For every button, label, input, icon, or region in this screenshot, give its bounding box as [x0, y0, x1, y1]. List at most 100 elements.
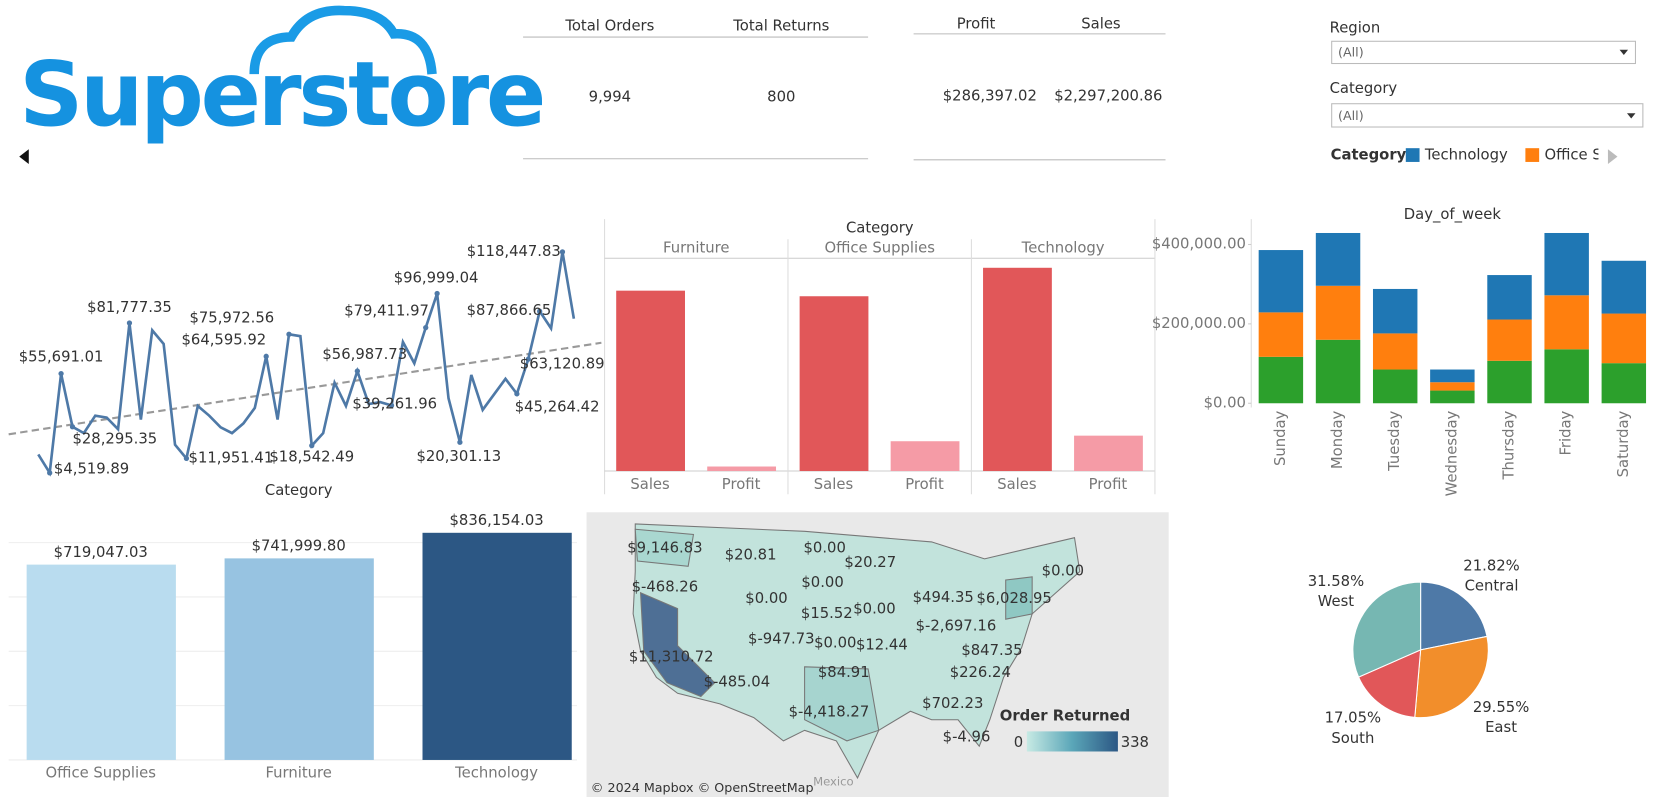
x-tick-label: Thursday	[1501, 410, 1518, 480]
point	[354, 368, 360, 374]
x-tick-label: Office Supplies	[45, 765, 156, 782]
bar	[224, 558, 374, 760]
x-tick-label: Furniture	[265, 765, 331, 782]
kpi-label: Total Orders	[564, 17, 654, 34]
bar-segment	[1601, 260, 1647, 314]
facet-label: Office Supplies	[824, 240, 935, 257]
point	[525, 356, 531, 362]
kpi-value: 800	[767, 88, 795, 105]
bar-segment	[1430, 390, 1475, 404]
x-tick-label: Technology	[454, 765, 538, 782]
bar-segment	[1544, 349, 1589, 404]
bar	[616, 290, 685, 472]
map-attribution: © 2024 Mapbox © OpenStreetMap	[591, 780, 814, 795]
slice-name: East	[1485, 719, 1517, 736]
legend-prev[interactable]	[1607, 149, 1618, 165]
x-tick-label: Wednesday	[1443, 410, 1460, 496]
pie-slice	[1352, 581, 1422, 678]
data-label: $4,519.89	[54, 461, 129, 478]
map-label: $0.00	[804, 539, 846, 556]
map-label: $0.00	[801, 574, 843, 591]
map-label: $-485.04	[704, 674, 771, 691]
bar	[1074, 435, 1143, 472]
legend-next[interactable]	[19, 149, 29, 165]
x-tick-label: Profit	[905, 476, 944, 493]
bar-segment	[1315, 339, 1361, 404]
map-label: $847.35	[961, 642, 1022, 659]
slice-name: West	[1318, 593, 1355, 610]
data-label: $55,691.01	[19, 349, 104, 366]
y-tick-label: $400,000.00	[1152, 235, 1246, 252]
dropdown[interactable]	[1331, 40, 1636, 65]
dropdown-value: (All)	[1338, 44, 1364, 59]
kpi-value: $286,397.02	[943, 87, 1037, 104]
map-state	[639, 591, 716, 698]
x-tick-label: Profit	[1089, 476, 1128, 493]
kpi-label: Sales	[1081, 15, 1120, 32]
kpi-value: $2,297,200.86	[1054, 87, 1162, 104]
data-label: $63,120.89	[520, 355, 605, 372]
map-label: $0.00	[745, 590, 787, 607]
map-state	[1005, 576, 1033, 620]
map-label: $15.52	[801, 605, 853, 622]
bar	[422, 532, 572, 760]
map-label: $9,146.83	[627, 539, 702, 556]
data-label: $81,777.35	[87, 299, 172, 316]
data-label: $20,301.13	[416, 448, 501, 465]
map-legend-max: 338	[1121, 734, 1149, 751]
map-legend-min: 0	[1014, 734, 1023, 751]
data-label: $45,264.42	[515, 399, 600, 416]
point	[69, 424, 76, 430]
data-label: 21.82%	[1463, 557, 1519, 574]
bar	[799, 296, 869, 472]
x-tick-label: Sales	[814, 476, 853, 493]
map-label: $0.00	[1042, 563, 1084, 580]
bar-segment	[1430, 369, 1475, 383]
bar	[983, 267, 1052, 472]
bar-segment	[1430, 382, 1475, 391]
data-label: $75,972.56	[189, 309, 274, 326]
bar	[26, 564, 176, 760]
legend-title: Category	[1331, 147, 1407, 164]
bar-segment	[1487, 360, 1532, 404]
point	[58, 370, 64, 377]
slice-name: South	[1331, 730, 1374, 747]
charts: $9,146.83 $20.81 $0.00$20.27$0.00$-468.26$…	[8, 206, 1647, 795]
bar-segment	[1315, 232, 1361, 286]
y-tick-label: $0.00	[1204, 394, 1246, 411]
bar-segment	[1258, 312, 1304, 357]
point	[559, 249, 566, 255]
facet-label: Technology	[1021, 240, 1105, 257]
data-label: 17.05%	[1325, 710, 1381, 727]
dropdown-value: (All)	[1338, 108, 1364, 123]
facet-label: Furniture	[663, 240, 729, 257]
map-land	[632, 523, 1081, 780]
map-label: $-4.96	[943, 729, 991, 746]
data-label: 31.58%	[1308, 573, 1364, 590]
bar-segment	[1372, 288, 1418, 334]
map-label: $226.24	[950, 664, 1011, 681]
x-tick-label: Tuesday	[1386, 410, 1403, 471]
x-axis-title: Category	[265, 482, 333, 499]
bar-segment	[1372, 369, 1418, 404]
bar-segment	[1258, 250, 1304, 313]
legend-swatch	[1405, 148, 1420, 162]
y-tick-label: $200,000.00	[1152, 315, 1246, 332]
chart-title: Day_of_week	[1404, 206, 1502, 223]
map-label: $11,310.72	[629, 648, 714, 665]
pie-slice	[1357, 649, 1422, 718]
x-tick-label: Friday	[1558, 410, 1575, 455]
point	[388, 402, 395, 409]
pie-slice	[1420, 581, 1488, 651]
dropdown[interactable]	[1331, 103, 1644, 128]
point	[263, 353, 269, 359]
data-label: $28,295.35	[72, 430, 157, 447]
x-tick-label: Saturday	[1615, 410, 1632, 477]
map-legend-title: Order Returned	[1000, 708, 1130, 725]
map-label: $0.00	[853, 601, 895, 618]
kpi-label: Profit	[957, 15, 996, 32]
filters: Region (All) Category (All) Category	[19, 20, 1644, 165]
bar-segment	[1258, 356, 1304, 404]
bar-segment	[1601, 363, 1647, 404]
